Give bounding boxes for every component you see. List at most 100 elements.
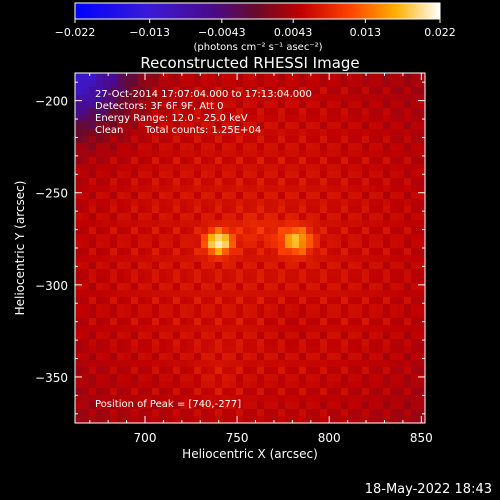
heatmap-cell xyxy=(75,129,83,137)
heatmap-cell xyxy=(159,241,167,249)
x-tick-label: 850 xyxy=(410,431,433,445)
heatmap-cell xyxy=(103,339,111,347)
heatmap-cell xyxy=(411,234,419,242)
heatmap-cell xyxy=(327,136,335,144)
heatmap-cell xyxy=(124,416,132,424)
heatmap-cell xyxy=(194,290,202,298)
heatmap-cell xyxy=(96,87,104,95)
heatmap-cell xyxy=(117,206,125,214)
heatmap-cell xyxy=(103,402,111,410)
heatmap-cell xyxy=(96,213,104,221)
heatmap-cell xyxy=(285,353,293,361)
heatmap-cell xyxy=(215,87,223,95)
heatmap-cell xyxy=(355,332,363,340)
heatmap-cell xyxy=(271,80,279,88)
heatmap-cell xyxy=(355,248,363,256)
heatmap-cell xyxy=(180,108,188,116)
heatmap-cell xyxy=(124,269,132,277)
heatmap-cell xyxy=(208,199,216,207)
heatmap-cell xyxy=(215,311,223,319)
heatmap-cell xyxy=(215,150,223,158)
heatmap-cell xyxy=(117,73,125,81)
heatmap-cell xyxy=(334,192,342,200)
heatmap-cell xyxy=(166,290,174,298)
heatmap-cell xyxy=(313,234,321,242)
heatmap-cell xyxy=(285,227,293,235)
heatmap-cell xyxy=(236,178,244,186)
heatmap-cell xyxy=(145,94,153,102)
heatmap-cell xyxy=(306,339,314,347)
heatmap-cell xyxy=(152,304,160,312)
heatmap-cell xyxy=(103,122,111,130)
heatmap-cell xyxy=(278,171,286,179)
heatmap-cell xyxy=(173,227,181,235)
heatmap-cell xyxy=(348,122,356,130)
heatmap-cell xyxy=(208,248,216,256)
colorbar-tick-label: 0.013 xyxy=(350,26,382,39)
heatmap-cell xyxy=(327,325,335,333)
heatmap-cell xyxy=(110,73,118,81)
heatmap-cell xyxy=(313,87,321,95)
heatmap-cell xyxy=(271,122,279,130)
heatmap-cell xyxy=(243,318,251,326)
heatmap-cell xyxy=(145,220,153,228)
heatmap-cell xyxy=(222,262,230,270)
heatmap-cell xyxy=(145,101,153,109)
heatmap-cell xyxy=(103,262,111,270)
heatmap-cell xyxy=(229,367,237,375)
heatmap-cell xyxy=(194,374,202,382)
heatmap-cell xyxy=(159,283,167,291)
heatmap-cell xyxy=(82,227,90,235)
heatmap-cell xyxy=(159,234,167,242)
heatmap-cell xyxy=(89,101,97,109)
heatmap-cell xyxy=(124,395,132,403)
heatmap-cell xyxy=(292,262,300,270)
heatmap-cell xyxy=(320,325,328,333)
heatmap-cell xyxy=(145,297,153,305)
heatmap-cell xyxy=(341,318,349,326)
heatmap-cell xyxy=(180,206,188,214)
heatmap-cell xyxy=(208,115,216,123)
heatmap-cell xyxy=(327,388,335,396)
heatmap-cell xyxy=(285,381,293,389)
heatmap-cell xyxy=(173,157,181,165)
heatmap-cell xyxy=(201,94,209,102)
heatmap-cell xyxy=(264,318,272,326)
heatmap-cell xyxy=(243,192,251,200)
heatmap-cell xyxy=(82,332,90,340)
heatmap-cell xyxy=(411,73,419,81)
heatmap-cell xyxy=(215,318,223,326)
heatmap-cell xyxy=(355,94,363,102)
heatmap-cell xyxy=(257,234,265,242)
heatmap-cell xyxy=(215,101,223,109)
heatmap-cell xyxy=(138,241,146,249)
heatmap-cell xyxy=(208,339,216,347)
heatmap-cell xyxy=(131,339,139,347)
heatmap-cell xyxy=(124,136,132,144)
heatmap-cell xyxy=(278,416,286,424)
heatmap-cell xyxy=(418,164,426,172)
heatmap-cell xyxy=(173,150,181,158)
heatmap-cell xyxy=(222,297,230,305)
heatmap-cell xyxy=(208,227,216,235)
heatmap-cell xyxy=(96,297,104,305)
heatmap-cell xyxy=(159,150,167,158)
heatmap-cell xyxy=(82,108,90,116)
heatmap-cell xyxy=(418,311,426,319)
heatmap-cell xyxy=(369,381,377,389)
heatmap-cell xyxy=(124,311,132,319)
heatmap-cell xyxy=(89,143,97,151)
heatmap-cell xyxy=(208,262,216,270)
heatmap-cell xyxy=(341,381,349,389)
heatmap-cell xyxy=(348,136,356,144)
heatmap-cell xyxy=(194,409,202,417)
heatmap-cell xyxy=(341,227,349,235)
heatmap-cell xyxy=(222,122,230,130)
heatmap-cell xyxy=(103,388,111,396)
heatmap-cell xyxy=(243,374,251,382)
heatmap-cell xyxy=(89,374,97,382)
heatmap-cell xyxy=(404,234,412,242)
heatmap-cell xyxy=(404,164,412,172)
heatmap-cell xyxy=(306,108,314,116)
heatmap-cell xyxy=(89,325,97,333)
